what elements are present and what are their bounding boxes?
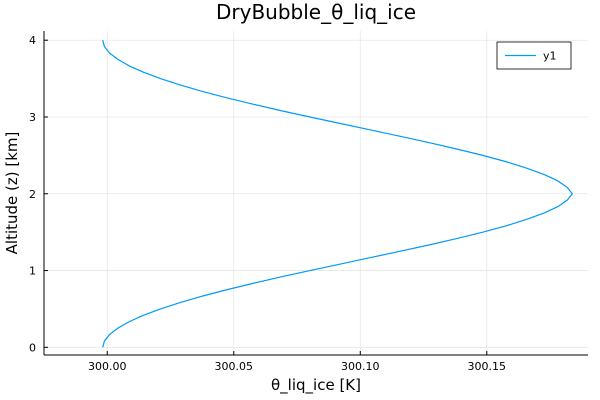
legend-label-y1: y1 bbox=[543, 50, 557, 63]
y-tick-label: 1 bbox=[29, 265, 36, 278]
y-tick-label: 4 bbox=[29, 34, 36, 47]
legend: y1 bbox=[496, 41, 572, 70]
grid bbox=[44, 31, 588, 355]
y-axis-label: Altitude (z) [km] bbox=[3, 132, 21, 255]
y-tick-label: 3 bbox=[29, 111, 36, 124]
y-tick-label: 0 bbox=[29, 341, 36, 354]
x-tick-label: 300.10 bbox=[341, 360, 380, 373]
y-tick-label: 2 bbox=[29, 188, 36, 201]
x-tick-label: 300.05 bbox=[215, 360, 254, 373]
x-tick-label: 300.00 bbox=[88, 360, 127, 373]
x-ticks: 300.00 300.05 300.10 300.15 bbox=[88, 351, 506, 373]
x-tick-label: 300.15 bbox=[468, 360, 507, 373]
chart-title: DryBubble_θ_liq_ice bbox=[216, 0, 416, 24]
y-ticks: 0 1 2 3 4 bbox=[29, 34, 48, 354]
series-line-y1 bbox=[102, 40, 574, 348]
x-axis-label: θ_liq_ice [K] bbox=[271, 376, 361, 395]
